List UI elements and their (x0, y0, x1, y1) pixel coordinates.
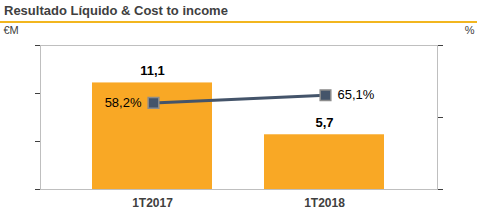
svg-text:1T2017: 1T2017 (132, 196, 173, 210)
svg-text:11,1: 11,1 (140, 63, 165, 78)
svg-text:€M: €M (4, 24, 19, 36)
html-text:Resultado Líquido & Cost to in: Resultado Líquido & Cost to income (4, 3, 228, 18)
svg-text:1T2018: 1T2018 (304, 196, 345, 210)
svg-text:5,7: 5,7 (315, 115, 333, 130)
svg-text:%: % (465, 24, 475, 36)
svg-text:58,2%: 58,2% (105, 95, 142, 110)
svg-text:65,1%: 65,1% (338, 87, 375, 102)
